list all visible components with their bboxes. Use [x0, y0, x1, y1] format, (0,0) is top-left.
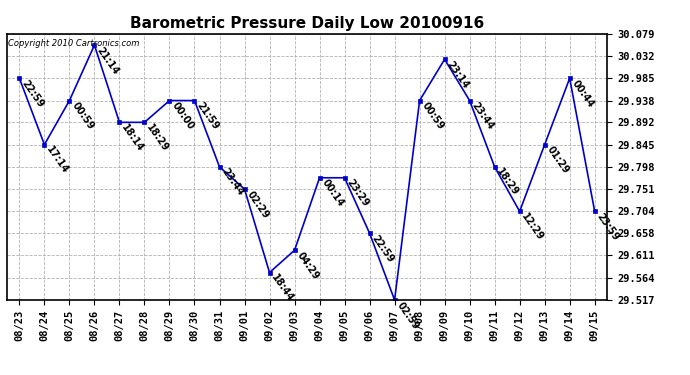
Text: 00:14: 00:14	[319, 178, 346, 209]
Text: Copyright 2010 Cartronics.com: Copyright 2010 Cartronics.com	[8, 39, 139, 48]
Text: 04:29: 04:29	[295, 250, 321, 281]
Text: 18:14: 18:14	[119, 122, 146, 154]
Text: 23:44: 23:44	[470, 100, 495, 132]
Text: 02:59: 02:59	[395, 300, 421, 331]
Text: 22:59: 22:59	[370, 233, 395, 264]
Text: 00:44: 00:44	[570, 78, 595, 110]
Text: 23:29: 23:29	[344, 178, 371, 209]
Text: 00:00: 00:00	[170, 100, 195, 132]
Text: 21:14: 21:14	[95, 45, 121, 76]
Text: 12:29: 12:29	[520, 211, 546, 243]
Text: 23:59: 23:59	[595, 211, 621, 243]
Text: 21:59: 21:59	[195, 100, 221, 132]
Text: 17:14: 17:14	[44, 145, 70, 176]
Text: 23:14: 23:14	[444, 59, 471, 90]
Text: 23:44: 23:44	[219, 167, 246, 198]
Text: 18:29: 18:29	[495, 167, 521, 198]
Text: 18:44: 18:44	[270, 273, 295, 304]
Text: 00:59: 00:59	[420, 100, 446, 132]
Text: 00:59: 00:59	[70, 100, 95, 132]
Text: 02:29: 02:29	[244, 189, 270, 220]
Text: 18:29: 18:29	[144, 122, 170, 154]
Title: Barometric Pressure Daily Low 20100916: Barometric Pressure Daily Low 20100916	[130, 16, 484, 31]
Text: 01:29: 01:29	[544, 145, 571, 176]
Text: 22:59: 22:59	[19, 78, 46, 110]
